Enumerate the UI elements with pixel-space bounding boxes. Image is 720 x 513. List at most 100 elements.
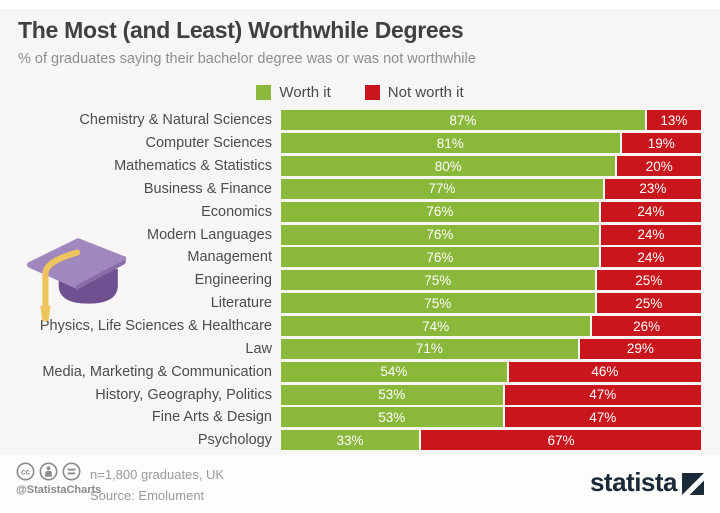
bar-track: 87% 13% [281, 110, 701, 131]
worth-it-bar-segment: 53% [281, 384, 503, 405]
statista-logo-glyph [682, 472, 704, 495]
not-worth-it-bar-segment: 25% [596, 293, 701, 314]
license-block: cc @StatistaCharts [16, 462, 101, 496]
chart-row: Engineering 75% 25% [0, 269, 701, 292]
graduation-cap-icon [27, 238, 126, 321]
chart-row: Psychology 33% 67% [0, 429, 701, 452]
bar-value-label: 71% [415, 341, 443, 357]
not-worth-it-bar-segment: 29% [579, 338, 701, 359]
worth-it-bar-segment: 87% [281, 110, 645, 131]
not-worth-it-bar-segment: 24% [600, 224, 701, 245]
credit-handle: @StatistaCharts [16, 484, 102, 496]
chart-row: Media, Marketing & Communication 54% 46% [0, 360, 701, 383]
not-worth-it-bar-segment: 67% [420, 430, 701, 451]
bar-track: 81% 19% [281, 133, 701, 154]
bar-track: 71% 29% [281, 338, 701, 359]
legend-label: Not worth it [387, 84, 464, 101]
bar-value-label: 53% [378, 387, 406, 403]
worth-it-bar-segment: 81% [281, 133, 620, 154]
not-worth-it-bar-segment: 47% [504, 407, 701, 428]
footer: cc @StatistaCharts n=1,800 graduates, UK… [0, 455, 720, 513]
header: The Most (and Least) Worthwhile Degrees … [18, 17, 702, 67]
bar-value-label: 19% [647, 135, 675, 151]
worth-it-bar-segment: 76% [281, 224, 599, 245]
category-label: Computer Sciences [145, 135, 272, 152]
bar-value-label: 75% [424, 272, 452, 288]
worth-it-bar-segment: 76% [281, 247, 599, 268]
bar-value-label: 24% [637, 249, 665, 265]
cc-icon: cc [16, 462, 35, 481]
chart-row: Chemistry & Natural Sciences 87% 13% [0, 109, 701, 132]
category-label: Chemistry & Natural Sciences [79, 112, 272, 129]
worth-it-bar-segment: 71% [281, 338, 578, 359]
bar-value-label: 46% [591, 364, 619, 380]
not-worth-it-bar-segment: 24% [600, 247, 701, 268]
bar-track: 75% 25% [281, 270, 701, 291]
worth-it-bar-segment: 33% [281, 430, 419, 451]
statista-wordmark: statista [589, 467, 678, 497]
bar-value-label: 24% [637, 227, 665, 243]
chart-row: Economics 76% 24% [0, 200, 701, 223]
bar-value-label: 76% [426, 249, 454, 265]
not-worth-it-bar-segment: 20% [617, 156, 701, 177]
bar-track: 33% 67% [281, 430, 701, 451]
category-label: Literature [210, 295, 272, 312]
category-label: Engineering [194, 272, 272, 289]
category-label: Mathematics & Statistics [114, 158, 272, 175]
not-worth-it-bar-segment: 46% [508, 361, 701, 382]
bar-value-label: 53% [378, 409, 406, 425]
bar-value-label: 24% [637, 204, 665, 220]
bar-track: 80% 20% [281, 156, 701, 177]
bar-value-label: 26% [633, 318, 661, 334]
bar-value-label: 13% [660, 112, 688, 128]
chart-row: Mathematics & Statistics 80% 20% [0, 155, 701, 178]
attribution-icon [39, 462, 58, 481]
category-label: Physics, Life Sciences & Healthcare [39, 318, 272, 335]
page-title: The Most (and Least) Worthwhile Degrees [18, 17, 464, 43]
bar-value-label: 67% [547, 432, 575, 448]
page-subtitle: % of graduates saying their bachelor deg… [18, 51, 476, 67]
worth-it-bar-segment: 80% [281, 156, 616, 177]
bar-track: 75% 25% [281, 293, 701, 314]
worth-it-bar-segment: 77% [281, 178, 603, 199]
bar-value-label: 75% [424, 295, 452, 311]
chart-notes: n=1,800 graduates, UK Source: Emolument [90, 464, 224, 506]
bar-track: 54% 46% [281, 361, 701, 382]
bar-value-label: 25% [635, 272, 663, 288]
bar-value-label: 25% [635, 295, 663, 311]
not-worth-it-bar-segment: 19% [621, 133, 701, 154]
not-worth-it-bar-segment: 47% [504, 384, 701, 405]
cc-license-icons: cc [16, 462, 101, 481]
equals-icon [62, 462, 81, 481]
category-label: Law [245, 340, 272, 357]
bar-track: 77% 23% [281, 178, 701, 199]
bar-value-label: 87% [449, 112, 477, 128]
not-worth-it-bar-segment: 25% [596, 270, 701, 291]
sample-note: n=1,800 graduates, UK [90, 467, 225, 482]
chart-row: Fine Arts & Design 53% 47% [0, 406, 701, 429]
bar-track: 76% 24% [281, 247, 701, 268]
bar-value-label: 29% [626, 341, 654, 357]
category-label: Economics [201, 203, 272, 220]
not-worth-it-bar-segment: 24% [600, 201, 701, 222]
bar-value-label: 54% [380, 364, 408, 380]
not-worth-it-bar-segment: 26% [592, 316, 701, 337]
worth-it-bar-segment: 75% [281, 293, 595, 314]
chart-row: Physics, Life Sciences & Healthcare 74% 26… [0, 315, 701, 338]
chart-row: Modern Languages 76% 24% [0, 223, 701, 246]
bar-track: 76% 24% [281, 224, 701, 245]
source-note: Source: Emolument [90, 488, 205, 503]
svg-text:cc: cc [21, 468, 30, 477]
bar-value-label: 76% [426, 204, 454, 220]
worth-it-bar-segment: 75% [281, 270, 595, 291]
top-strip [0, 0, 720, 9]
chart-row: Literature 75% 25% [0, 292, 701, 315]
bar-track: 53% 47% [281, 407, 701, 428]
legend-swatch [364, 85, 380, 100]
category-label: Fine Arts & Design [151, 409, 272, 426]
bar-chart: Chemistry & Natural Sciences 87% 13% Comput… [0, 109, 701, 452]
bar-value-label: 33% [336, 432, 364, 448]
category-label: Business & Finance [143, 180, 272, 197]
bar-value-label: 76% [426, 227, 454, 243]
bar-value-label: 20% [645, 158, 673, 174]
